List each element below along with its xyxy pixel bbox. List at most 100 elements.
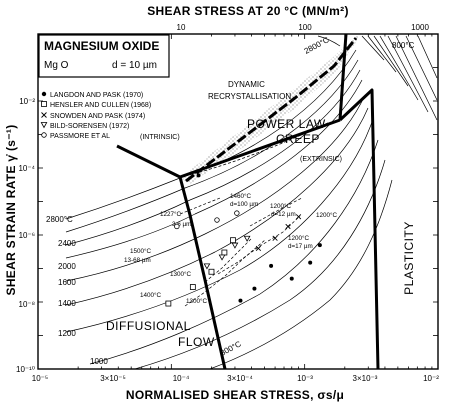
contour-label: 1000 <box>90 357 108 366</box>
data-point-open-square <box>208 268 215 275</box>
data-point-open-square <box>189 284 196 290</box>
annotation-label: 1500°C <box>130 247 152 255</box>
annotation-label: 3.6 µm <box>172 221 191 228</box>
annotation-label: 1300°C <box>186 297 208 305</box>
contour-line <box>134 159 386 369</box>
contour-label: 1200 <box>58 329 76 338</box>
contour-line <box>65 121 373 333</box>
data-point-open-circle <box>214 217 220 223</box>
annotation-label: 1460°C <box>230 192 252 200</box>
region-plasticity-label: PLASTICITY <box>402 221 416 295</box>
contour-label: 1400 <box>58 299 76 308</box>
region-recrystallisation-label: RECRYSTALLISATION <box>208 92 291 101</box>
contour-line <box>387 35 429 113</box>
data-point-filled-circle <box>308 260 313 265</box>
top-contour-2800-label: 2800°C <box>303 35 331 56</box>
contour-line <box>417 35 438 79</box>
x-tick-label: 10⁻³ <box>297 374 313 383</box>
legend: MAGNESIUM OXIDE Mg O d = 10 µm LANGDON A… <box>38 34 170 140</box>
boundary-diffusional-flow-lower <box>178 176 227 370</box>
region-extrinsic-label: (EXTRINSIC) <box>300 156 342 163</box>
legend-frame <box>38 34 170 78</box>
x-axis-label: NORMALISED SHEAR STRESS, σs/μ <box>126 388 344 402</box>
data-point-open-circle <box>234 210 240 216</box>
x-tick-label: 3×10⁻⁵ <box>100 374 126 383</box>
x-tick-label: 10⁻² <box>423 374 439 383</box>
y-axis-tick-labels: 10⁻¹⁰ 10⁻⁸ 10⁻⁶ 10⁻⁴ 10⁻² <box>16 97 36 374</box>
region-diffusional-label: DIFFUSIONAL <box>106 319 191 333</box>
contour-label: 1600 <box>58 278 76 287</box>
legend-marker-open-circle <box>41 132 47 138</box>
boundary-plasticity-vertical <box>338 88 380 370</box>
annotation-label: 1200°C <box>316 211 338 219</box>
contour-line <box>395 35 438 121</box>
legend-marker-cross <box>41 112 47 118</box>
contour-line <box>317 35 341 47</box>
boundary-plasticity-curve <box>338 33 348 121</box>
legend-entry: HENSLER AND CULLEN (1968) <box>50 102 151 109</box>
contour-labels: 2800°C 2400 2000 1600 1400 1200 1000 <box>46 215 108 366</box>
data-point-open-square <box>221 249 228 256</box>
y-axis-label: SHEAR STRAIN RATE γ̇ (s⁻¹) <box>4 125 18 296</box>
contour-line <box>405 35 438 101</box>
data-point-cross <box>295 214 302 220</box>
field-boundaries <box>116 33 380 370</box>
legend-entry: LANGDON AND PASK (1970) <box>50 92 143 99</box>
recrystallisation-dashed-line <box>185 37 358 183</box>
data-point-filled-circle <box>317 243 322 248</box>
x-tick-label: 3×10⁻⁴ <box>227 374 253 383</box>
region-intrinsic-label: (INTRINSIC) <box>140 134 180 141</box>
contour-line <box>367 35 397 73</box>
x-axis-tick-labels: 10⁻⁵ 3×10⁻⁵ 10⁻⁴ 3×10⁻⁴ 10⁻³ 3×10⁻³ 10⁻² <box>32 374 439 383</box>
legend-title: MAGNESIUM OXIDE <box>44 39 159 53</box>
data-point-open-square <box>165 300 172 307</box>
y-tick-label: 10⁻¹⁰ <box>16 365 35 374</box>
annotation-label: 1200°C <box>270 202 292 210</box>
annotation-label: 1227°C <box>160 210 182 218</box>
contour-lines <box>65 35 438 369</box>
contour-line <box>379 35 419 101</box>
annotation-label: 13-68 µm <box>124 257 151 264</box>
legend-entry: SNOWDEN AND PASK (1974) <box>50 113 145 120</box>
legend-marker-open-triangle-down <box>40 122 48 129</box>
data-point-filled-circle <box>289 276 294 281</box>
top-axis-label: SHEAR STRESS AT 20 °C (MN/m²) <box>147 4 349 18</box>
data-point-open-triangle-down <box>243 235 251 242</box>
legend-marker-open-square <box>41 101 47 107</box>
legend-marker-filled-circle <box>41 91 47 97</box>
data-connector-line <box>179 197 221 215</box>
data-connector-line <box>184 239 266 307</box>
boundary-diffusional-to-plc <box>116 144 181 179</box>
top-axis-ticks: 10 100 1000 <box>177 23 430 32</box>
data-point-open-triangle-down <box>203 263 211 270</box>
contour-line <box>89 139 379 365</box>
top-tick-label: 10 <box>177 23 186 32</box>
data-connector-line <box>249 197 303 227</box>
annotation-label: 1300°C <box>170 270 192 278</box>
data-point-open-square <box>230 237 236 244</box>
data-point-cross <box>272 235 278 241</box>
contour-label: 2000 <box>58 262 76 271</box>
top-tick-label: 100 <box>298 23 312 32</box>
region-dynamic-label: DYNAMIC <box>228 80 265 89</box>
contour-line <box>209 179 393 369</box>
annotation-label: d=100 µm <box>230 201 258 208</box>
contour-label: 2800°C <box>46 215 73 224</box>
data-point-cross <box>255 245 262 251</box>
legend-entry: BILD-SORENSEN (1972) <box>50 123 129 130</box>
contour-line <box>65 69 361 246</box>
contour-line <box>65 59 359 233</box>
contour-label: 2400 <box>58 239 76 248</box>
region-flow-label: FLOW <box>178 335 215 349</box>
data-point-cross <box>285 223 291 230</box>
contour-line <box>373 35 409 87</box>
x-tick-label: 10⁻⁴ <box>173 374 190 383</box>
data-point-open-triangle-down <box>218 254 226 261</box>
data-point-filled-circle <box>252 286 257 291</box>
data-point-filled-circle <box>238 298 243 303</box>
contour-line <box>65 94 366 282</box>
legend-entry: PASSMORE ET AL <box>50 133 110 140</box>
annotation-label: 1200°C <box>288 234 310 242</box>
legend-material: Mg O <box>44 60 69 71</box>
